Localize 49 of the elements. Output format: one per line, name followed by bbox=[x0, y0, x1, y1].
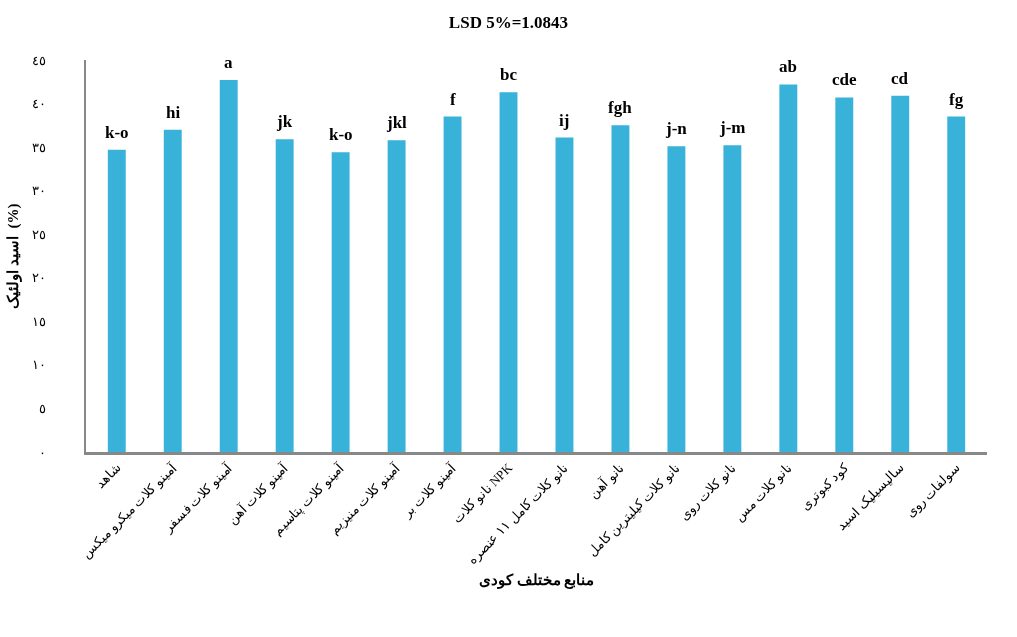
y-tick-label: ١٠ bbox=[32, 357, 47, 373]
annotation: a bbox=[224, 53, 233, 72]
annotation: jk bbox=[276, 112, 293, 131]
annotation: ij bbox=[559, 111, 570, 130]
annotation: bc bbox=[500, 65, 518, 84]
bar bbox=[667, 146, 686, 452]
bar bbox=[499, 92, 518, 452]
bar bbox=[947, 116, 966, 452]
y-tick-label: ٥ bbox=[39, 400, 47, 416]
y-tick-label: ٤٥ bbox=[32, 52, 47, 68]
x-tick-label: نانو آهن bbox=[585, 459, 628, 503]
annotation: jkl bbox=[386, 113, 408, 132]
annotation: cde bbox=[832, 70, 857, 89]
annotation: hi bbox=[166, 103, 181, 122]
x-tick-label: کود کبوتری bbox=[797, 459, 853, 515]
y-tick-label: ٤٠ bbox=[32, 96, 47, 112]
annotation: fg bbox=[949, 90, 964, 109]
x-tick-label: شاهد bbox=[92, 460, 124, 492]
y-tick-label: ٢٠ bbox=[32, 270, 47, 286]
annotation: j-m bbox=[719, 118, 746, 137]
y-tick-label: ٣٠ bbox=[32, 183, 47, 199]
annotation: f bbox=[450, 90, 456, 109]
bar bbox=[891, 95, 910, 452]
x-tick-label: سولفات روی bbox=[902, 460, 964, 522]
bar bbox=[275, 139, 294, 452]
bar bbox=[443, 116, 462, 452]
bar bbox=[555, 137, 574, 452]
y-tick-label: ١٥ bbox=[32, 313, 47, 329]
chart-title: LSD 5%=1.0843 bbox=[448, 12, 569, 32]
bar bbox=[835, 97, 854, 452]
bar bbox=[387, 140, 406, 452]
y-tick-label: ٣٥ bbox=[32, 139, 47, 155]
annotation: k-o bbox=[105, 123, 129, 142]
x-axis-title: منابع مختلف کودی bbox=[478, 571, 595, 589]
annotation: k-o bbox=[329, 125, 353, 144]
bar bbox=[723, 145, 742, 452]
y-tick-label: ٠ bbox=[39, 444, 47, 460]
annotation: j-n bbox=[665, 119, 688, 138]
y-axis-title: اسید اولئیک (%) bbox=[5, 203, 23, 309]
bar bbox=[163, 129, 182, 452]
annotation: ab bbox=[779, 57, 797, 76]
bar bbox=[611, 125, 630, 452]
bar bbox=[107, 149, 126, 452]
bar bbox=[331, 152, 350, 452]
annotation: cd bbox=[891, 69, 909, 88]
bar bbox=[779, 84, 798, 452]
annotation: fgh bbox=[608, 98, 633, 117]
y-tick-label: ٢٥ bbox=[32, 226, 47, 242]
bar bbox=[219, 80, 238, 452]
